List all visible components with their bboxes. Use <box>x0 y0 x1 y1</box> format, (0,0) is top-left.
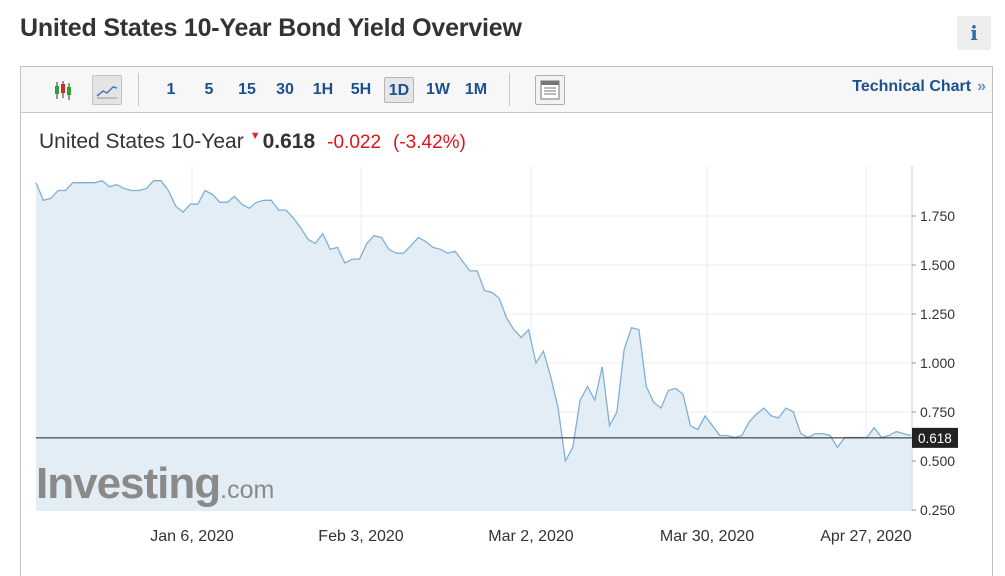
x-tick-label: Jan 6, 2020 <box>150 528 234 545</box>
y-tick-label: 1.250 <box>920 306 955 322</box>
y-tick-label: 1.500 <box>920 257 955 273</box>
timeframe-1m[interactable]: 1M <box>464 81 488 98</box>
chart-panel: 1 5 15 30 1H 5H 1D 1W 1M Technical Chart… <box>20 66 993 576</box>
timeframe-1h[interactable]: 1H <box>312 81 334 98</box>
info-icon[interactable]: i <box>957 16 991 50</box>
page-title: United States 10-Year Bond Yield Overvie… <box>20 14 522 42</box>
technical-chart-link[interactable]: Technical Chart » <box>852 78 986 96</box>
x-tick-label: Mar 2, 2020 <box>488 528 573 545</box>
x-tick-label: Apr 27, 2020 <box>820 528 912 545</box>
x-tick-label: Feb 3, 2020 <box>318 528 404 545</box>
y-tick-label: 0.250 <box>920 502 955 518</box>
timeframe-1d[interactable]: 1D <box>384 77 414 103</box>
y-tick-label: 0.750 <box>920 404 955 420</box>
quote-header: United States 10-Year ▼0.618 -0.022 (-3.42%… <box>39 130 466 154</box>
candlestick-chart-icon[interactable] <box>49 75 79 105</box>
chart-toolbar: 1 5 15 30 1H 5H 1D 1W 1M Technical Chart… <box>21 67 992 113</box>
toolbar-separator <box>509 73 510 106</box>
watermark-brand: Investing <box>36 459 221 508</box>
line-chart-icon[interactable] <box>92 75 122 105</box>
timeframe-1[interactable]: 1 <box>166 81 176 98</box>
technical-chart-label: Technical Chart <box>852 78 972 95</box>
price-change-percent: (-3.42%) <box>393 132 466 153</box>
y-tick-label: 0.500 <box>920 453 955 469</box>
down-arrow-icon: ▼ <box>249 130 261 142</box>
last-price: 0.618 <box>262 130 316 153</box>
price-change: -0.022 <box>327 132 382 153</box>
x-tick-label: Mar 30, 2020 <box>660 528 754 545</box>
table-view-icon[interactable] <box>535 75 565 105</box>
timeframe-1w[interactable]: 1W <box>426 81 450 98</box>
yield-chart[interactable]: 1.750 1.500 1.250 1.000 0.750 0.500 0.250 0.618… <box>0 0 1005 563</box>
toolbar-separator <box>138 73 139 106</box>
y-tick-label: 1.000 <box>920 355 955 371</box>
watermark-suffix: .com <box>220 476 275 504</box>
investing-watermark: Investing.com <box>36 459 274 509</box>
series-area <box>36 180 911 511</box>
timeframe-5h[interactable]: 5H <box>350 81 372 98</box>
timeframe-30[interactable]: 30 <box>276 81 294 98</box>
y-tick-label: 1.750 <box>920 208 955 224</box>
current-price-tag <box>912 427 958 448</box>
timeframe-15[interactable]: 15 <box>238 81 256 98</box>
current-price-label: 0.618 <box>918 431 952 446</box>
instrument-name: United States 10-Year <box>39 130 244 153</box>
timeframe-5[interactable]: 5 <box>204 81 214 98</box>
series-line <box>35 179 912 464</box>
double-chevron-right-icon: » <box>977 78 986 95</box>
